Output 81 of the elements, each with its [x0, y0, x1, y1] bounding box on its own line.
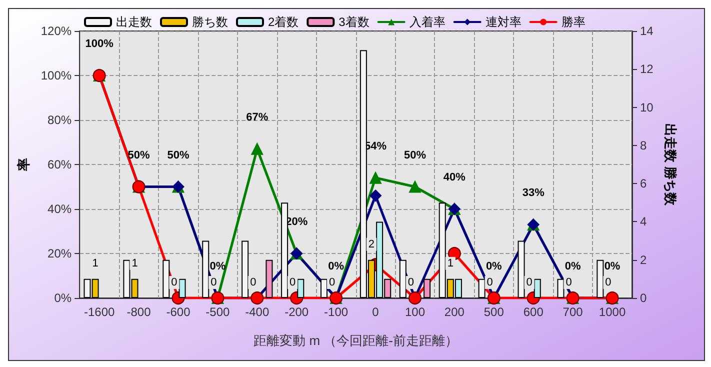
data-label: 1 — [132, 257, 138, 270]
x-tick-label: 200 — [444, 305, 465, 319]
bar — [534, 278, 541, 298]
y2-tick-label: 14 — [640, 24, 654, 38]
point — [251, 142, 264, 155]
data-label: 0% — [486, 260, 502, 272]
data-label: 0 — [566, 276, 572, 288]
data-label: 1 — [447, 257, 454, 270]
legend-label: 入着率 — [409, 15, 446, 29]
bar — [518, 240, 525, 298]
y2-tick-label: 4 — [640, 214, 647, 229]
legend-label: 2着数 — [268, 15, 299, 29]
x-tick-label: 1000 — [598, 305, 626, 319]
data-label: 100% — [85, 38, 114, 50]
bar — [202, 240, 210, 298]
y-tick-label: 20% — [48, 246, 72, 260]
y2-tick-label: 10 — [640, 100, 654, 114]
y-axis-title: 率 — [16, 158, 31, 172]
data-label: 0 — [605, 276, 612, 288]
y-tick-label: 100% — [40, 68, 72, 82]
x-tick-label: -500 — [206, 305, 230, 319]
y2-tick-label: 6 — [640, 176, 647, 191]
data-label: 0% — [564, 260, 581, 272]
legend-label: 勝ち数 — [192, 15, 228, 29]
data-label: 0 — [250, 276, 256, 288]
data-label: 0 — [171, 276, 178, 288]
data-label: 67% — [246, 111, 268, 124]
y-tick-label: 60% — [48, 158, 72, 172]
x-tick-label: 500 — [484, 305, 504, 319]
bar — [162, 260, 170, 298]
legend-label: 連対率 — [485, 15, 522, 29]
bar — [242, 240, 249, 298]
x-axis-title: 距離変動 m （今回距離-前走距離） — [254, 333, 458, 348]
data-label: 50% — [404, 149, 426, 162]
data-label: 50% — [167, 149, 190, 162]
data-label: 0 — [526, 276, 532, 288]
y-tick-label: 80% — [48, 113, 72, 127]
legend-label: 出走数 — [116, 15, 152, 29]
legend-label: 3着数 — [338, 15, 370, 29]
data-label: 0 — [210, 276, 217, 288]
x-tick-label: 700 — [562, 305, 584, 319]
bar — [266, 260, 273, 298]
data-label: 40% — [443, 172, 466, 184]
x-tick-label: -200 — [284, 305, 309, 319]
data-label: 0 — [486, 276, 493, 288]
point — [408, 180, 421, 193]
x-tick-label: -100 — [324, 305, 348, 319]
data-label: 1 — [92, 257, 98, 270]
bar — [281, 202, 288, 298]
y-tick-label: 120% — [40, 24, 72, 38]
bar — [424, 278, 431, 298]
y2-axis-title: 出走数 勝ち数 — [663, 124, 678, 206]
data-label: 0% — [604, 260, 620, 272]
y2-tick-label: 2 — [640, 252, 647, 267]
bar — [178, 278, 186, 298]
data-label: 0 — [408, 276, 414, 288]
x-tick-label: 0 — [372, 305, 380, 319]
y2-tick-label: 0 — [640, 291, 647, 305]
y2-tick-label: 8 — [640, 138, 647, 152]
x-tick-label: -1600 — [84, 305, 115, 319]
data-label: 33% — [522, 187, 545, 200]
point — [448, 247, 461, 260]
bar — [596, 260, 604, 298]
y2-tick-label: 12 — [640, 62, 654, 76]
data-label: 0% — [328, 260, 344, 272]
point — [370, 172, 382, 184]
x-tick-label: -600 — [166, 305, 191, 319]
x-tick-label: -400 — [245, 305, 270, 319]
x-tick-label: 600 — [523, 305, 544, 319]
bar — [478, 278, 486, 298]
y-tick-label: 40% — [48, 202, 72, 216]
bar — [297, 278, 304, 298]
bar — [399, 260, 406, 298]
point — [370, 190, 382, 202]
data-label: 0 — [328, 276, 336, 288]
data-label: 0 — [290, 276, 296, 288]
y-tick-label: 0% — [54, 291, 72, 305]
data-label: 2 — [368, 238, 375, 250]
legend-label: 勝率 — [561, 15, 586, 29]
x-tick-label: -800 — [126, 305, 152, 319]
x-tick-label: 100 — [404, 305, 426, 319]
